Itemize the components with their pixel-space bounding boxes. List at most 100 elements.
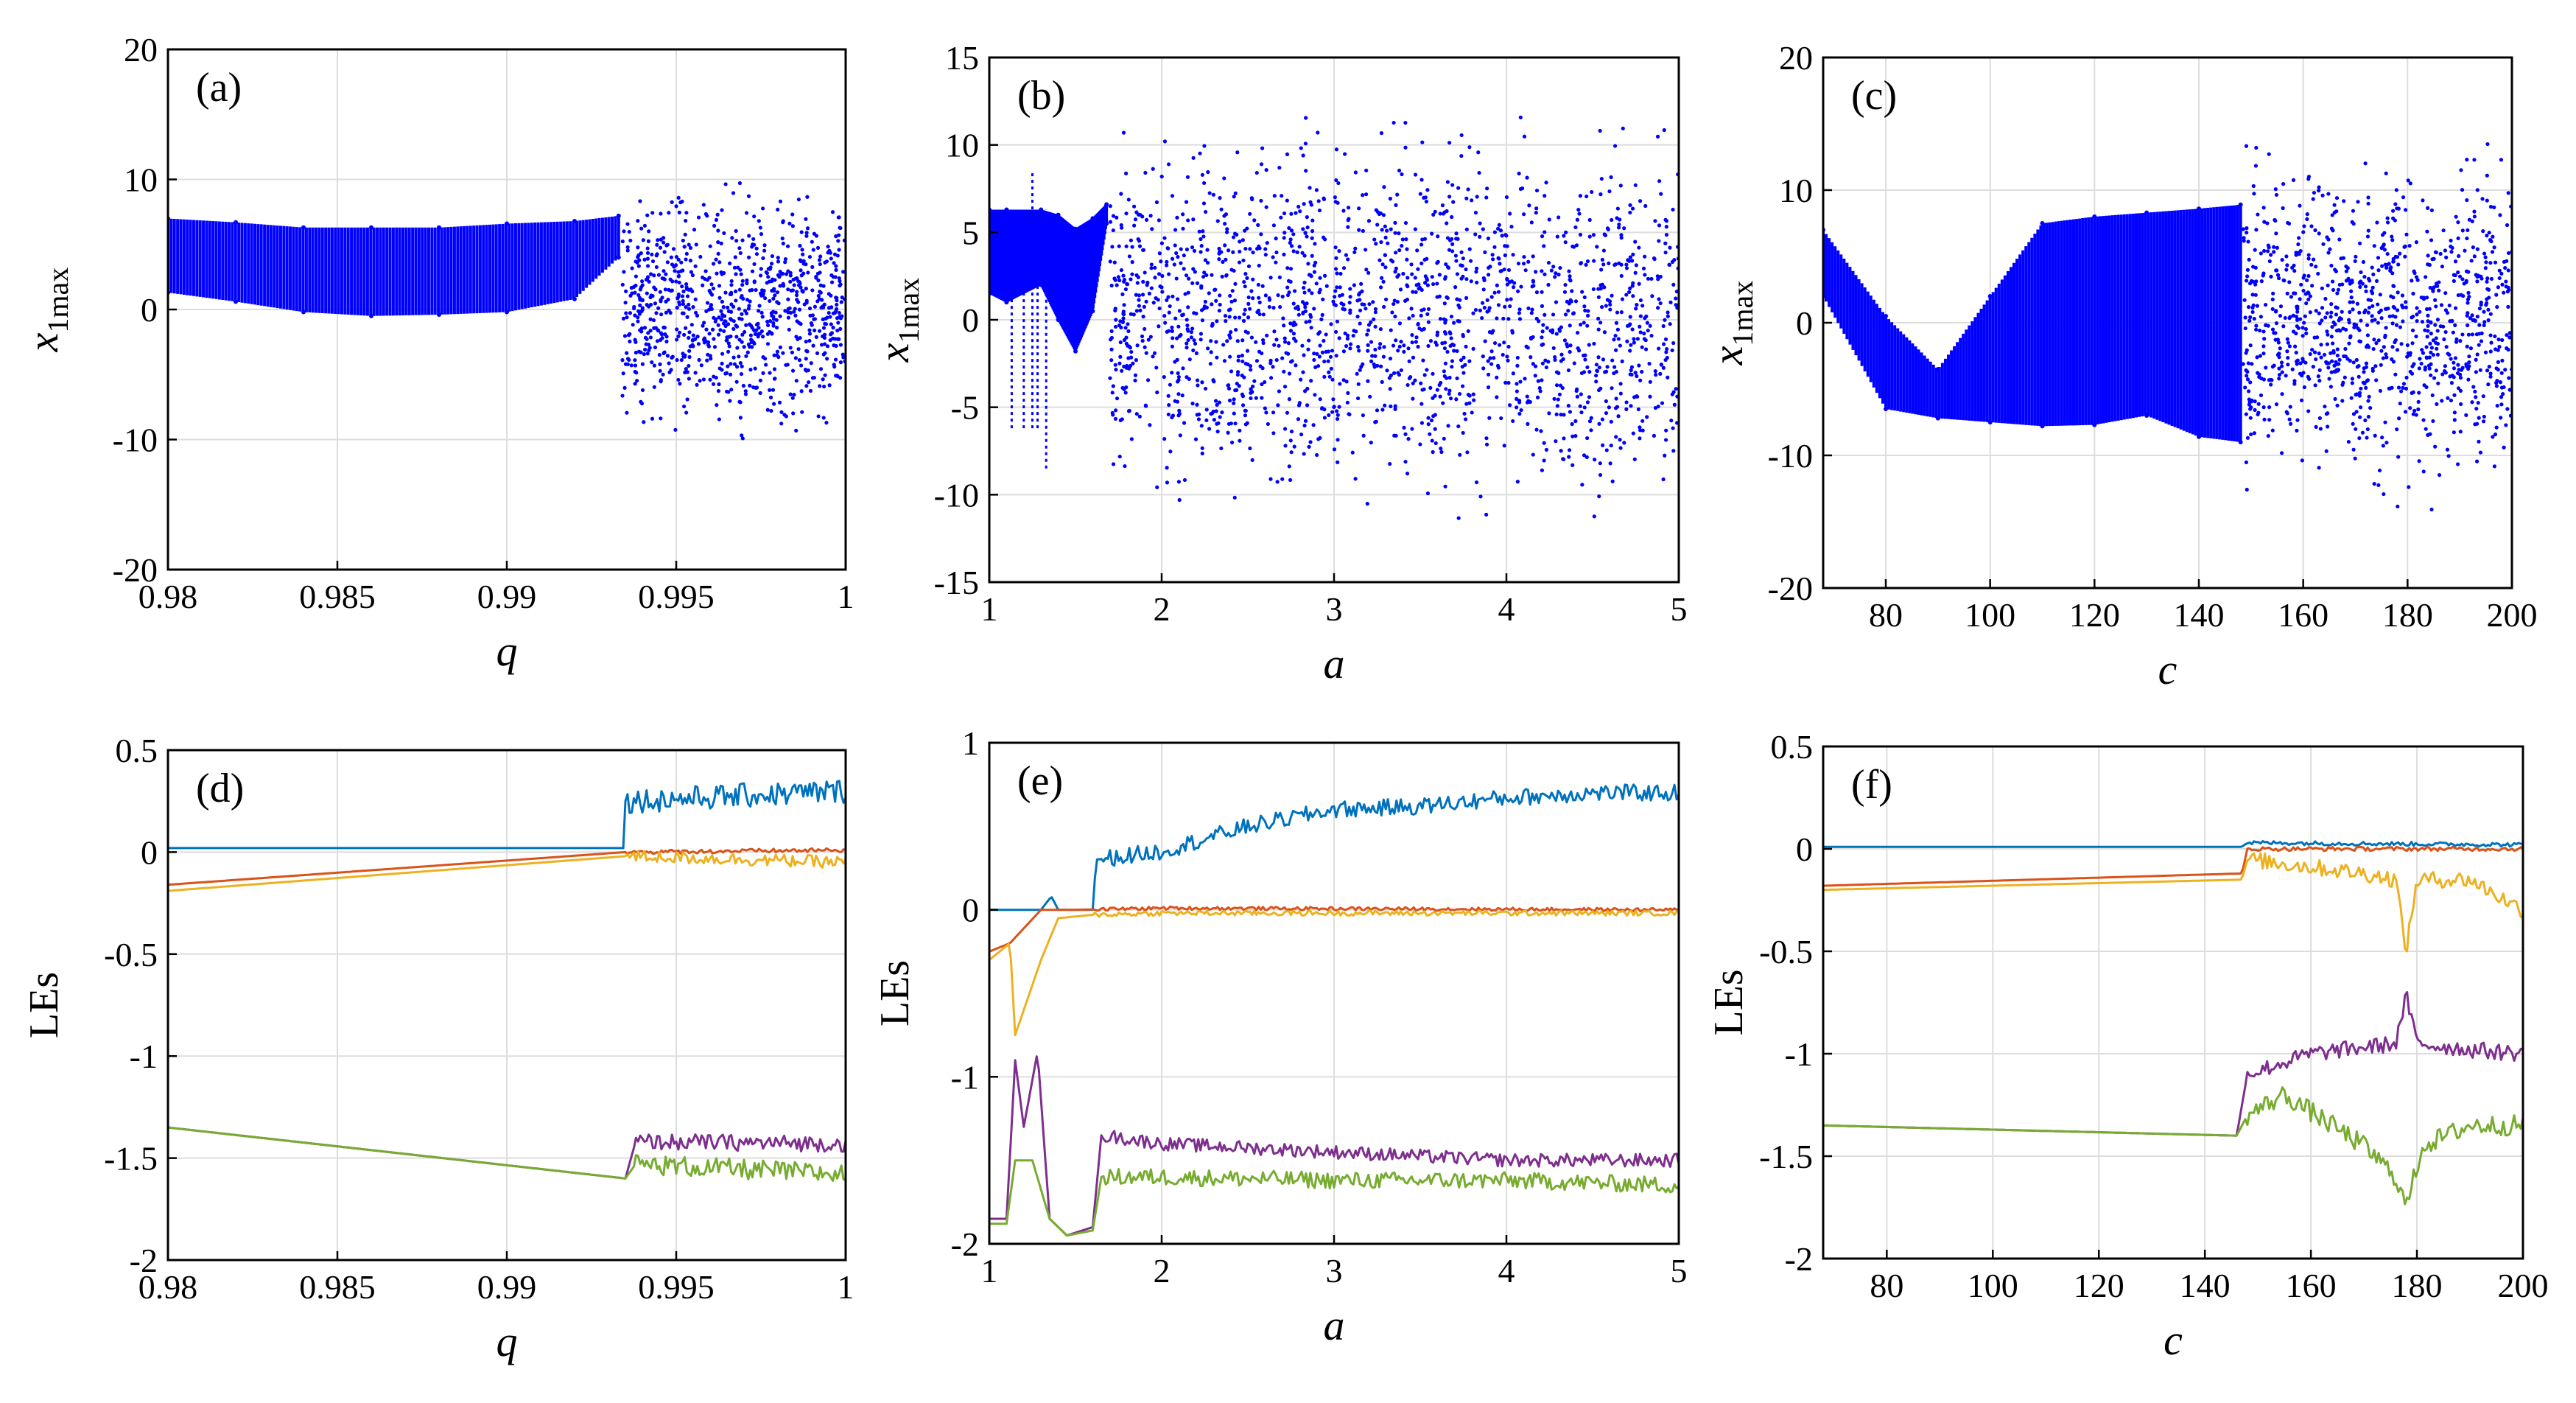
scatter-point bbox=[801, 259, 806, 263]
band-lower-point bbox=[1935, 416, 1940, 421]
scatter-point bbox=[2335, 291, 2340, 295]
scatter-point bbox=[1515, 396, 1519, 401]
scatter-point bbox=[1249, 368, 1253, 372]
scatter-point bbox=[2328, 247, 2332, 251]
scatter-point bbox=[1553, 357, 1557, 362]
scatter-point bbox=[627, 229, 631, 234]
scatter-point bbox=[2440, 399, 2444, 403]
scatter-point bbox=[2328, 351, 2333, 355]
scatter-point bbox=[2281, 278, 2286, 282]
scatter-point bbox=[1454, 237, 1459, 241]
scatter-point bbox=[698, 254, 703, 259]
scatter-point bbox=[1618, 343, 1623, 348]
scatter-point bbox=[1154, 200, 1159, 205]
scatter-point bbox=[1419, 178, 1424, 182]
scatter-point bbox=[1531, 254, 1535, 259]
scatter-point bbox=[661, 240, 666, 245]
scatter-point bbox=[2507, 388, 2512, 392]
scatter-point bbox=[1600, 417, 1605, 421]
scatter-point bbox=[796, 337, 800, 341]
scatter-point bbox=[2262, 220, 2267, 224]
scatter-point bbox=[1205, 346, 1210, 351]
scatter-point bbox=[658, 368, 662, 373]
scatter-point bbox=[1179, 247, 1183, 251]
scatter-point bbox=[1496, 365, 1501, 370]
scatter-point bbox=[1271, 306, 1276, 310]
scatter-point bbox=[1157, 272, 1162, 276]
scatter-point bbox=[1428, 339, 1433, 343]
scatter-point bbox=[1194, 351, 1199, 355]
scatter-point bbox=[2373, 364, 2378, 368]
scatter-point bbox=[1505, 282, 1509, 287]
scatter-point bbox=[1469, 279, 1473, 284]
scatter-point bbox=[2475, 188, 2480, 192]
scatter-point bbox=[1242, 312, 1246, 316]
scatter-point bbox=[805, 195, 810, 199]
band-lower-point bbox=[1090, 309, 1095, 314]
scatter-point bbox=[2379, 308, 2383, 312]
scatter-point bbox=[1309, 326, 1313, 330]
scatter-point bbox=[1260, 382, 1264, 387]
scatter-point bbox=[1290, 359, 1294, 363]
scatter-point bbox=[1458, 452, 1462, 457]
scatter-point bbox=[2242, 236, 2246, 240]
scatter-point bbox=[2316, 374, 2320, 379]
scatter-point bbox=[1511, 419, 1515, 424]
scatter-point bbox=[2397, 416, 2401, 421]
scatter-point bbox=[1250, 197, 1254, 202]
band-lower-point bbox=[1884, 407, 1888, 411]
scatter-point bbox=[645, 264, 650, 268]
band-lower-point bbox=[2040, 424, 2045, 429]
scatter-point bbox=[1381, 354, 1386, 359]
scatter-point bbox=[2298, 361, 2303, 365]
scatter-point bbox=[2344, 269, 2348, 273]
scatter-point bbox=[1288, 477, 1293, 483]
scatter-point bbox=[1632, 340, 1636, 345]
scatter-point bbox=[639, 226, 644, 231]
scatter-point bbox=[838, 360, 843, 365]
scatter-point bbox=[1609, 443, 1613, 448]
scatter-point bbox=[1352, 283, 1357, 287]
scatter-point bbox=[2504, 279, 2508, 284]
y-tick-label: -20 bbox=[1768, 570, 1813, 607]
scatter-point bbox=[1663, 318, 1667, 322]
scatter-point bbox=[1643, 338, 1648, 343]
scatter-point bbox=[1194, 311, 1198, 316]
scatter-point bbox=[620, 282, 625, 287]
scatter-point bbox=[2306, 297, 2311, 302]
band-lower-point bbox=[1104, 221, 1109, 226]
scatter-point bbox=[1347, 301, 1352, 305]
scatter-point bbox=[1529, 220, 1534, 225]
scatter-point bbox=[2317, 311, 2321, 315]
scatter-point bbox=[1413, 276, 1417, 280]
scatter-point bbox=[1485, 298, 1489, 302]
scatter-point bbox=[2267, 152, 2271, 156]
scatter-point bbox=[1576, 208, 1581, 212]
scatter-point bbox=[2349, 396, 2354, 400]
scatter-point bbox=[1263, 253, 1268, 257]
scatter-point bbox=[737, 287, 742, 292]
scatter-point bbox=[1199, 244, 1204, 248]
scatter-point bbox=[655, 252, 659, 256]
scatter-point bbox=[799, 363, 804, 368]
scatter-point bbox=[1217, 308, 1221, 313]
scatter-point bbox=[1204, 209, 1208, 214]
scatter-point bbox=[1331, 397, 1336, 402]
scatter-point bbox=[1670, 348, 1674, 353]
scatter-point bbox=[1231, 235, 1236, 239]
scatter-point bbox=[805, 349, 810, 354]
scatter-point bbox=[2488, 371, 2493, 376]
scatter-point bbox=[1455, 376, 1459, 381]
scatter-point bbox=[1131, 312, 1136, 317]
scatter-point bbox=[2252, 431, 2257, 435]
scatter-point bbox=[1110, 391, 1115, 395]
scatter-point bbox=[1628, 315, 1632, 319]
scatter-point bbox=[1656, 277, 1660, 281]
scatter-point bbox=[667, 211, 671, 215]
scatter-point bbox=[1192, 248, 1197, 253]
scatter-point bbox=[1393, 231, 1397, 235]
scatter-point bbox=[2435, 402, 2439, 406]
scatter-point bbox=[1334, 329, 1338, 335]
scatter-point bbox=[2380, 435, 2384, 440]
scatter-point bbox=[825, 344, 830, 349]
